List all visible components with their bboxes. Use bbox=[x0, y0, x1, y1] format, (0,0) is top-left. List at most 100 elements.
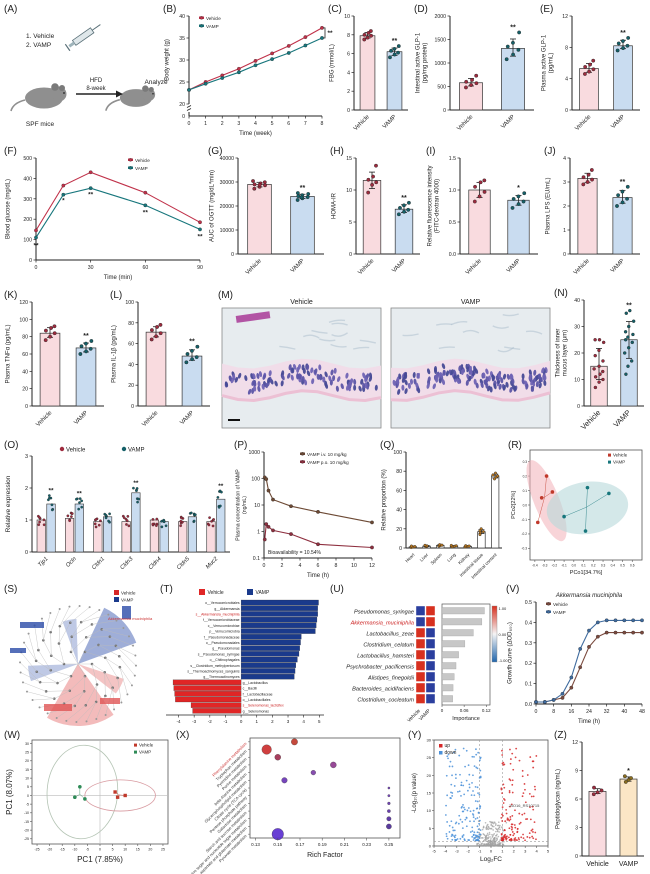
panel-letter: (N) bbox=[554, 288, 568, 299]
heatmap-cell bbox=[415, 660, 426, 671]
label: 5 bbox=[318, 719, 321, 724]
legend-marker bbox=[59, 446, 65, 452]
y-tick: 4 bbox=[347, 70, 350, 76]
data-point bbox=[516, 194, 521, 199]
label: 1 bbox=[255, 719, 258, 724]
legend-label: VAMP bbox=[139, 750, 151, 755]
data-point bbox=[306, 192, 311, 196]
clade-wedge bbox=[78, 607, 137, 664]
label: -4 bbox=[177, 719, 181, 724]
y-tick: 10 bbox=[346, 188, 352, 194]
data-point bbox=[613, 618, 618, 623]
data-point bbox=[303, 35, 308, 39]
y-axis-label: (pg/mg protein) bbox=[423, 43, 429, 84]
data-point bbox=[123, 793, 127, 798]
data-point bbox=[198, 220, 202, 225]
y-axis-label: Relative expression bbox=[5, 475, 12, 532]
label: 8 bbox=[335, 563, 338, 569]
data-point bbox=[84, 341, 88, 346]
taxon-label: o__Chitinophagales bbox=[210, 658, 240, 662]
data-point bbox=[190, 357, 194, 362]
data-point bbox=[66, 514, 70, 518]
data-point bbox=[151, 518, 155, 521]
data-point bbox=[295, 191, 300, 195]
data-point bbox=[511, 52, 515, 57]
legend-label: Vehicle bbox=[139, 743, 154, 748]
data-point bbox=[593, 385, 598, 390]
label: 1 bbox=[257, 530, 260, 536]
legend-label: VAMP bbox=[553, 610, 566, 615]
data-point bbox=[47, 494, 51, 497]
label: 0.13 bbox=[251, 842, 260, 847]
data-point bbox=[621, 39, 625, 43]
x-category: Liver bbox=[419, 552, 430, 563]
y-tick: 500 bbox=[437, 85, 446, 91]
y-axis-label: (FITC-dextran 4000) bbox=[435, 179, 441, 233]
bar bbox=[46, 503, 56, 553]
data-point bbox=[621, 46, 625, 51]
panel-l-il1b: (L) 0 20 40 60 80 100 Plasma IL-1β (pg/mL) Vehic… bbox=[110, 290, 216, 438]
species-label: Bacteroides_acidifaciens bbox=[352, 687, 414, 693]
label: -15 bbox=[24, 820, 29, 824]
y-tick: 15 bbox=[346, 156, 352, 162]
panel-z-peptidoglycan: (Z) 0 3 6 9 12 Peptidoglycan (ng/mL) Vehicle * VA… bbox=[554, 730, 650, 872]
y-axis-label: Growth curve (ΔOD₆₀₀) bbox=[508, 622, 514, 684]
clade-node bbox=[27, 632, 30, 635]
panel-letter: (Z) bbox=[554, 730, 567, 741]
data-point bbox=[467, 544, 471, 548]
lda-bar bbox=[240, 628, 316, 634]
label: 0.2 bbox=[525, 661, 532, 667]
data-point bbox=[185, 352, 190, 356]
legend-label: VAMP bbox=[128, 448, 145, 454]
data-point bbox=[70, 512, 74, 515]
data-point bbox=[583, 72, 587, 76]
panel-v-chart: 0.0 0.1 0.2 0.3 0.4 0.5 0 8 16 24 32 40 48 Growth cur… bbox=[508, 593, 645, 725]
panel-k-tnfa: (K) 0 20 40 60 80 100 120 Plasma TNFα (pg/mL) Veh… bbox=[4, 290, 110, 438]
clade-node bbox=[132, 644, 135, 647]
label: 0 bbox=[188, 121, 191, 127]
legend-label: Vehicle bbox=[121, 591, 136, 596]
label: 0.3 bbox=[525, 641, 532, 647]
data-point bbox=[402, 209, 406, 214]
data-point bbox=[270, 51, 274, 56]
y-tick: 40000 bbox=[220, 156, 235, 162]
data-point bbox=[83, 797, 87, 801]
data-point bbox=[622, 630, 627, 635]
data-point bbox=[560, 696, 565, 700]
heatmap-cell bbox=[415, 671, 426, 682]
data-point bbox=[194, 355, 199, 360]
y-tick: 0 bbox=[231, 252, 234, 258]
label: 0.12 bbox=[482, 708, 491, 713]
label: 1000 bbox=[248, 450, 260, 456]
data-point bbox=[407, 200, 411, 205]
data-point bbox=[210, 519, 214, 523]
heatmap-cell bbox=[415, 638, 426, 649]
heatmap-cell bbox=[425, 649, 436, 660]
colorbar-label: 1.00 bbox=[499, 606, 508, 611]
data-point bbox=[61, 183, 66, 188]
bar bbox=[386, 51, 403, 111]
clade-node bbox=[25, 690, 28, 693]
taxon-label: g__Akkermansia bbox=[214, 607, 239, 611]
data-point bbox=[68, 519, 72, 523]
taxon-label: p__Verrucomicrobia bbox=[209, 630, 239, 634]
data-point bbox=[115, 795, 120, 799]
clade-node bbox=[46, 712, 49, 715]
data-point bbox=[316, 510, 320, 514]
panel-i-fitc: (I) 0.0 0.5 1.0 1.5 Relative fluorescence int… bbox=[426, 146, 544, 286]
label: 48 bbox=[639, 709, 645, 715]
clade-node bbox=[120, 701, 123, 704]
y-axis-label: Intestinal active GLP-1 bbox=[416, 32, 422, 93]
panel-j-lps: (J) 0 1 2 3 4 Plasma LPS (EU/mL) Vehicle ** VAMP bbox=[544, 146, 646, 286]
data-point bbox=[581, 175, 586, 180]
panel-letter: (K) bbox=[4, 290, 18, 301]
panel-c-fbg: (C) 0 2 4 6 8 10 FBG (mmol/L) Vehicle ** VAMP bbox=[328, 4, 414, 142]
y-tick: 30000 bbox=[220, 180, 235, 186]
y-tick: 20 bbox=[128, 383, 134, 389]
label: 15 bbox=[25, 768, 29, 772]
taxon-label: s__Clostridium_methylpentosum bbox=[190, 664, 239, 668]
taxon-label: o__Pseudomonadales bbox=[206, 641, 240, 645]
data-point bbox=[262, 180, 267, 185]
significance: ** bbox=[218, 483, 224, 490]
legend-label: VAMP p.o. 10 mg/kg bbox=[307, 460, 349, 465]
